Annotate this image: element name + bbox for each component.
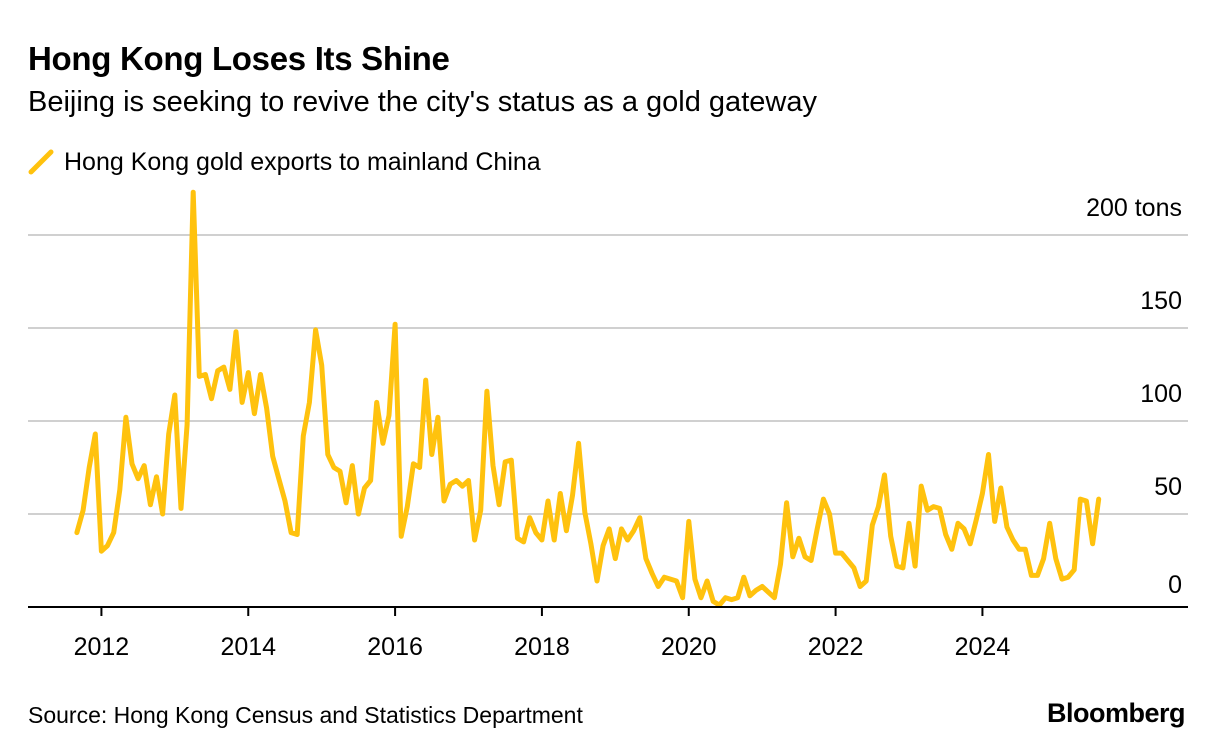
y-tick-label-100: 100 <box>1140 380 1182 408</box>
x-tick-label-2012: 2012 <box>74 633 130 661</box>
y-tick-label-50: 50 <box>1154 473 1182 501</box>
x-tick-label-2014: 2014 <box>220 633 276 661</box>
source-note: Source: Hong Kong Census and Statistics … <box>28 702 583 728</box>
chart-subtitle: Beijing is seeking to revive the city's … <box>28 86 817 118</box>
x-tick-label-2024: 2024 <box>955 633 1011 661</box>
series-layer <box>74 189 1102 608</box>
y-tick-label-200: 200 tons <box>1086 194 1182 222</box>
chart-title: Hong Kong Loses Its Shine <box>28 40 450 77</box>
y-axis-ticks: 200 tons 150 100 50 0 <box>1086 194 1182 599</box>
legend-swatch-icon <box>28 149 54 175</box>
x-tick-label-2022: 2022 <box>808 633 864 661</box>
y-tick-label-150: 150 <box>1140 287 1182 315</box>
legend: Hong Kong gold exports to mainland China <box>28 145 541 179</box>
legend-label: Hong Kong gold exports to mainland China <box>64 147 541 176</box>
series-line-gold-exports <box>74 189 1102 608</box>
x-tick-label-2016: 2016 <box>367 633 423 661</box>
y-tick-label-0: 0 <box>1168 571 1182 599</box>
x-tick-label-2018: 2018 <box>514 633 570 661</box>
x-tick-label-2020: 2020 <box>661 633 717 661</box>
x-axis-ticks: 2012 2014 2016 2018 2020 2022 2024 <box>74 607 1011 661</box>
bloomberg-logo: Bloomberg <box>1046 698 1186 728</box>
